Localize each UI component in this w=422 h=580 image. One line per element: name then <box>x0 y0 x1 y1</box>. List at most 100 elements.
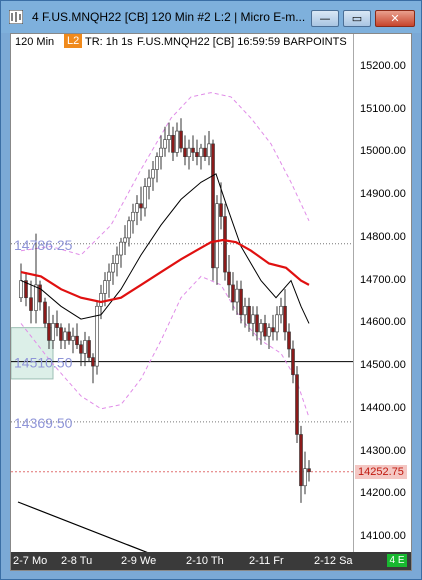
price-tick-label: 14700.00 <box>360 273 406 286</box>
candle-body[interactable] <box>259 323 263 333</box>
close-button[interactable]: ✕ <box>375 10 415 27</box>
candle-body[interactable] <box>159 147 163 158</box>
candle-body[interactable] <box>163 139 167 149</box>
candle-body[interactable] <box>303 468 307 487</box>
candle-body[interactable] <box>243 305 247 316</box>
candle-body[interactable] <box>231 284 235 303</box>
candle-body[interactable] <box>43 301 47 324</box>
candle-body[interactable] <box>123 237 127 243</box>
candle-body[interactable] <box>275 314 279 333</box>
candle-body[interactable] <box>171 135 175 153</box>
candle-body[interactable] <box>215 203 219 269</box>
candle-body[interactable] <box>91 357 95 367</box>
candle-body[interactable] <box>95 305 99 367</box>
candle-body[interactable] <box>199 147 203 158</box>
candle-body[interactable] <box>99 293 103 307</box>
candle-body[interactable] <box>299 434 303 487</box>
candle-body[interactable] <box>47 323 51 341</box>
candle-body[interactable] <box>71 335 75 341</box>
candle-body[interactable] <box>119 241 123 256</box>
date-label-tue: 2-8 Tu <box>61 555 93 567</box>
candle-body[interactable] <box>107 271 111 281</box>
candle-body[interactable] <box>75 335 79 346</box>
candle-body[interactable] <box>38 284 42 303</box>
candle-body[interactable] <box>151 169 155 179</box>
candle-body[interactable] <box>55 323 59 328</box>
close-icon: ✕ <box>390 12 400 25</box>
candle-body[interactable] <box>67 331 71 341</box>
title-bar[interactable]: 4 F.US.MNQH22 [CB] 120 Min #2 L:2 | Micr… <box>1 1 421 33</box>
candle-body[interactable] <box>24 280 28 299</box>
candle-body[interactable] <box>83 340 87 354</box>
candle-body[interactable] <box>103 280 107 294</box>
candle-body[interactable] <box>143 186 147 209</box>
fast-moving-average-line <box>20 173 310 324</box>
candle-body[interactable] <box>167 135 171 140</box>
price-level-label: 14369.50 <box>14 415 73 431</box>
candle-body[interactable] <box>219 203 223 217</box>
date-label-wed: 2-9 We <box>121 555 157 567</box>
candle-body[interactable] <box>211 143 215 269</box>
candle-body[interactable] <box>267 327 271 337</box>
price-axis[interactable]: 14252.75 15200.00 15100.00 15000.00 14900.0… <box>353 34 412 552</box>
chart-info-bar: 120 Min L2 TR: 1h 1s F.US.MNQH22 [CB] 16… <box>11 34 353 52</box>
candle-body[interactable] <box>135 203 139 213</box>
candle-body[interactable] <box>223 216 227 273</box>
candle-body[interactable] <box>19 280 23 299</box>
candle-body[interactable] <box>139 203 143 209</box>
candle-body[interactable] <box>207 143 211 158</box>
candle-body[interactable] <box>34 284 38 311</box>
upper-band-line <box>20 92 310 256</box>
candle-body[interactable] <box>179 130 183 149</box>
candle-body[interactable] <box>307 468 311 473</box>
candle-body[interactable] <box>271 327 275 333</box>
candle-body[interactable] <box>279 305 283 316</box>
candle-body[interactable] <box>183 147 187 158</box>
candle-body[interactable] <box>187 147 191 158</box>
candle-body[interactable] <box>127 220 131 239</box>
candle-body[interactable] <box>175 130 179 153</box>
candle-body[interactable] <box>111 263 115 273</box>
minimize-button[interactable]: — <box>311 10 339 27</box>
price-plot[interactable]: 14786.25 14510.50 14369.50 <box>11 52 353 552</box>
price-tick-label: 15100.00 <box>360 102 406 115</box>
candle-body[interactable] <box>255 314 259 333</box>
candle-body[interactable] <box>239 288 243 316</box>
candle-body[interactable] <box>287 331 291 350</box>
price-tick-label: 14200.00 <box>360 487 406 500</box>
candle-body[interactable] <box>251 314 255 324</box>
candle-body[interactable] <box>291 348 295 375</box>
candle-body[interactable] <box>51 323 55 341</box>
candle-body[interactable] <box>195 152 199 158</box>
candle-body[interactable] <box>203 147 207 158</box>
trend-line-drawing[interactable] <box>17 501 187 552</box>
candle-body[interactable] <box>191 147 195 153</box>
price-tick-label: 15000.00 <box>360 145 406 158</box>
candle-body[interactable] <box>247 305 251 324</box>
candle-body[interactable] <box>283 305 287 333</box>
candle-body[interactable] <box>79 344 83 354</box>
current-price-tag: 14252.75 <box>355 464 407 479</box>
candle-body[interactable] <box>29 297 33 311</box>
candle-body[interactable] <box>235 288 239 303</box>
price-tick-label: 14900.00 <box>360 188 406 201</box>
candle-body[interactable] <box>63 331 67 341</box>
restore-button[interactable]: ▭ <box>343 10 371 27</box>
price-tick-label: 14300.00 <box>360 444 406 457</box>
minimize-icon: — <box>319 12 331 25</box>
candle-body[interactable] <box>155 156 159 170</box>
symbol-label: F.US.MNQH22 [CB] 16:59:59 BARPOINTS <box>137 36 347 48</box>
price-tick-label: 14800.00 <box>360 230 406 243</box>
candle-body[interactable] <box>87 340 91 358</box>
time-axis[interactable]: 2-7 Mo 2-8 Tu 2-9 We 2-10 Th 2-11 Fr 2-1… <box>11 552 411 570</box>
candle-body[interactable] <box>227 271 231 286</box>
candle-body[interactable] <box>131 211 135 222</box>
candle-body[interactable] <box>263 323 267 337</box>
candle-body[interactable] <box>147 177 151 187</box>
candle-body[interactable] <box>115 254 119 264</box>
lower-band-line <box>20 275 310 418</box>
level2-badge[interactable]: L2 <box>64 34 83 48</box>
candle-body[interactable] <box>295 374 299 435</box>
candle-body[interactable] <box>59 327 63 341</box>
chart-area[interactable]: 120 Min L2 TR: 1h 1s F.US.MNQH22 [CB] 16… <box>10 33 412 571</box>
